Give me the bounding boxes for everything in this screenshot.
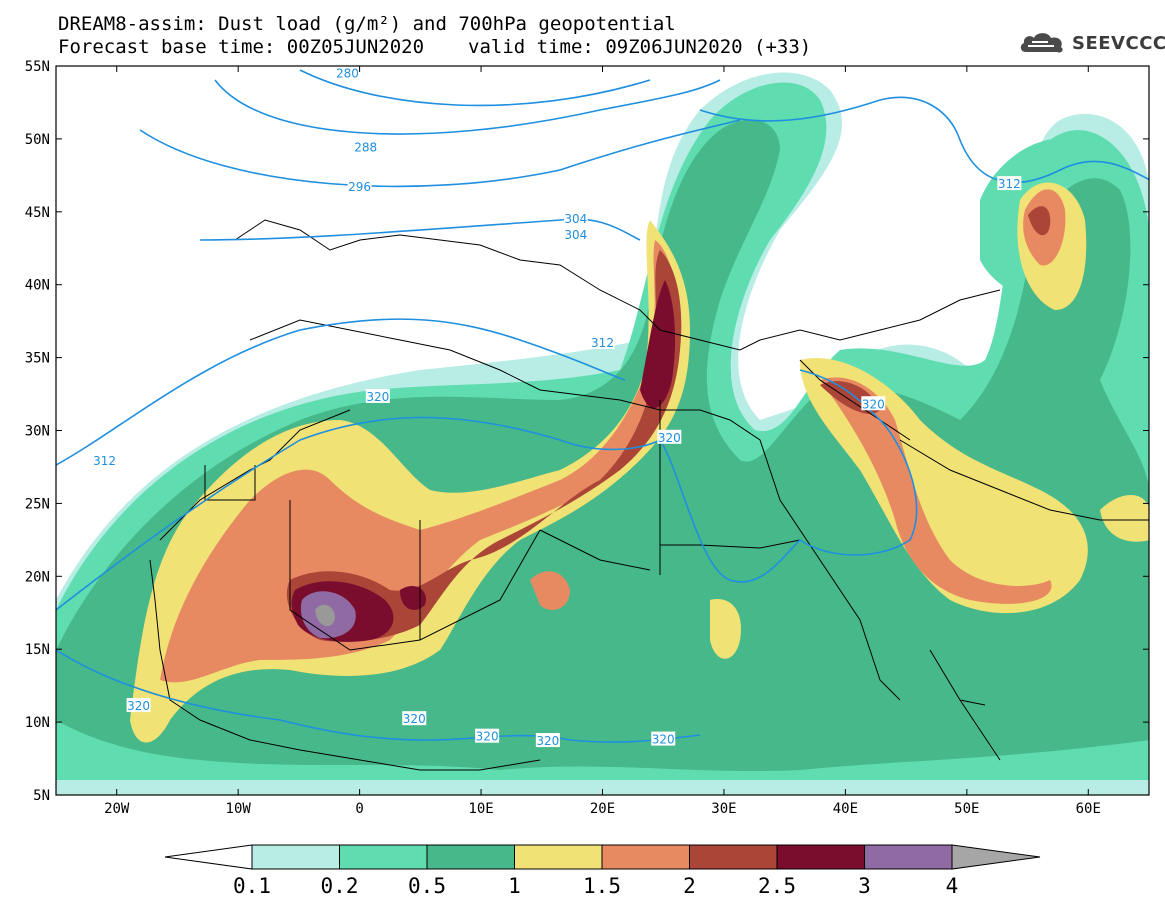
contour-label-bg [657,429,682,444]
lat-tick-label: 35N [25,351,50,367]
lon-tick-label: 0 [355,801,363,817]
seevccc-logo: SEEVCCC [1018,30,1165,56]
colorbar-segment [601,844,690,870]
colorbar: 0.1 0.2 0.5 1 1.5 2 2.5 3 4 [164,844,1041,898]
colorbar-segment [689,844,778,870]
map-subtitle: Forecast base time: 00Z05JUN2020 valid ti… [58,37,811,57]
contour-label: 312 [93,454,116,468]
colorbar-label: 1 [508,874,521,898]
contour-label-bg [335,65,360,80]
colorbar-label: 2.5 [758,874,796,898]
forecast-base-time: Forecast base time: 00Z05JUN2020 [58,36,425,58]
lat-tick-label: 20N [25,569,50,585]
colorbar-segment [514,844,603,870]
contour-label-bg [563,227,588,242]
contour-label: 320 [366,390,389,404]
contour-label-bg [92,453,117,468]
colorbar-label: 2 [683,874,696,898]
contour-label-bg [535,733,560,748]
colorbar-low-arrow [164,844,253,870]
contour-label: 280 [336,66,359,80]
valid-time: valid time: 09Z06JUN2020 (+33) [468,36,812,58]
map-title: DREAM8-assim: Dust load (g/m²) and 700hP… [58,13,676,35]
contour-label-bg [651,731,676,746]
colorbar-label: 0.5 [408,874,446,898]
lon-tick-label: 20W [104,801,130,817]
contour-label: 288 [354,141,377,155]
colorbar-label: 0.2 [321,874,359,898]
lat-tick-label: 25N [25,496,50,512]
contour-label-bg [353,139,378,154]
contour-label: 320 [658,431,681,445]
colorbar-segment [864,844,953,870]
lat-tick-label: 50N [25,132,50,148]
colorbar-label: 1.5 [583,874,621,898]
contour-label: 304 [564,228,587,242]
colorbar-segment [339,844,428,870]
colorbar-label: 4 [946,874,959,898]
lon-tick-label: 10E [468,801,493,817]
contour-label-bg [475,728,500,743]
contour-label: 304 [564,212,587,226]
logo-text: SEEVCCC [1072,32,1165,54]
contour-label: 320 [403,712,426,726]
lat-tick-label: 15N [25,642,50,658]
lon-tick-label: 50E [954,801,979,817]
colorbar-segment [426,844,515,870]
contour-label: 312 [591,336,614,350]
lat-tick-label: 55N [25,59,50,75]
lat-tick-label: 5N [33,788,50,804]
contour-label: 320 [652,733,675,747]
contour-label-bg [402,711,427,726]
contour-label-bg [997,176,1022,191]
contour-label: 320 [536,734,559,748]
lon-tick-label: 60E [1076,801,1101,817]
colorbar-label: 0.1 [233,874,271,898]
lon-tick-label: 10W [226,801,252,817]
contour-label-bg [861,396,886,411]
contour-label: 312 [998,177,1021,191]
colorbar-high-arrow [951,844,1041,870]
lat-tick-label: 10N [25,715,50,731]
contour-label-bg [563,211,588,226]
cloud-logo-icon [1020,33,1063,53]
lon-tick-label: 30E [711,801,736,817]
colorbar-segment [776,844,865,870]
contour-label: 320 [127,699,150,713]
lat-tick-label: 45N [25,205,50,221]
lat-tick-label: 40N [25,278,50,294]
contour-label: 320 [476,730,499,744]
lon-tick-label: 20E [590,801,615,817]
contour-label-bg [590,335,615,350]
colorbar-segment [251,844,340,870]
contour-label: 320 [862,397,885,411]
contour-label: 296 [348,180,371,194]
contour-label-bg [365,388,390,403]
contour-label-bg [126,698,151,713]
colorbar-label: 3 [858,874,871,898]
lon-tick-label: 40E [833,801,858,817]
contour-label-bg [347,179,372,194]
lat-tick-label: 30N [25,424,50,440]
